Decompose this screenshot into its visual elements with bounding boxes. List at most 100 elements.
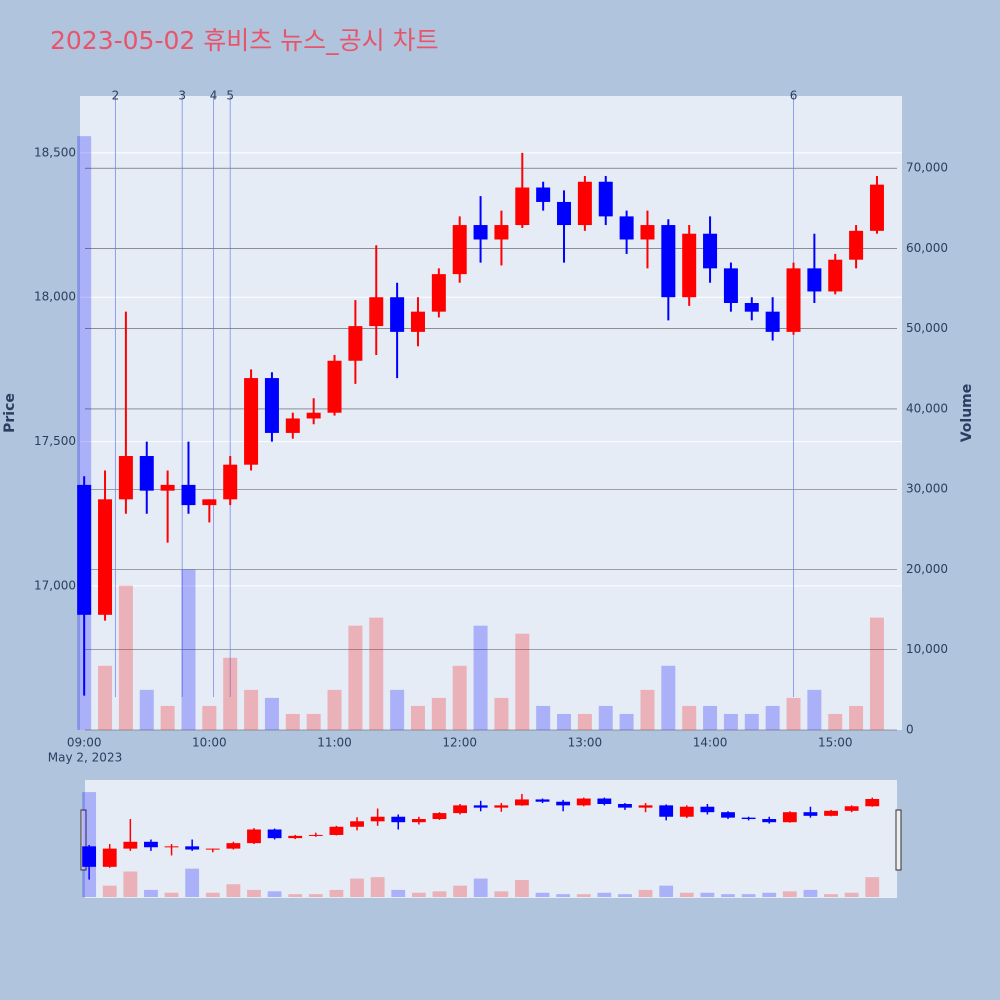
volume-bar [118, 585, 133, 730]
x-tick-label: 14:00 [693, 736, 728, 750]
range-handle[interactable] [80, 809, 87, 871]
slider-volume-bar [205, 892, 220, 897]
volume-bar [640, 689, 655, 730]
slider-volume-bar [164, 892, 179, 897]
x-tick-label: 13:00 [568, 736, 603, 750]
slider-candle-body [164, 846, 179, 848]
slider-candle-body [82, 846, 97, 867]
slider-candle-body [721, 812, 735, 818]
candle-body [181, 484, 196, 506]
slider-volume-bar [679, 892, 694, 897]
slider-candle-body [185, 846, 200, 850]
slider-volume-bar [659, 885, 674, 897]
y2-tick-label: 70,000 [906, 161, 948, 175]
candle-body [160, 484, 175, 491]
annotation-label: 6 [790, 89, 798, 103]
volume-bar [473, 625, 488, 730]
volume-bar [828, 713, 843, 730]
slider-candle-body [226, 843, 241, 849]
volume-bar [557, 713, 572, 730]
volume-bar [703, 705, 718, 730]
slider-volume-bar [618, 894, 632, 897]
candle-body [786, 268, 801, 332]
range-slider[interactable] [85, 780, 897, 898]
candle-body [828, 259, 843, 292]
y-tick-label: 18,500 [34, 145, 76, 159]
candle-body [327, 360, 342, 413]
slider-candle-body [597, 798, 612, 804]
candle-body [869, 184, 884, 231]
y2-tick-label: 10,000 [906, 642, 948, 656]
annotation-label: 5 [226, 89, 234, 103]
slider-volume-bar [803, 889, 818, 897]
slider-volume-bar [514, 879, 529, 897]
candle-body [431, 274, 446, 312]
volume-bar [390, 689, 405, 730]
x-date-label: May 2, 2023 [48, 751, 122, 765]
slider-volume-bar [597, 892, 612, 897]
candle-body [410, 311, 425, 332]
annotation-label: 3 [178, 89, 186, 103]
slider-volume-bar [411, 892, 426, 897]
slider-candle-body [762, 819, 777, 823]
volume-bar [849, 705, 864, 730]
slider-candle-body [350, 821, 364, 827]
volume-bar [181, 569, 196, 730]
chart-title: 2023-05-02 휴비츠 뉴스_공시 차트 [50, 26, 439, 55]
volume-bar [786, 697, 801, 730]
volume-bar [264, 697, 279, 730]
volume-bar [327, 689, 342, 730]
volume-bar [160, 705, 175, 730]
range-handle[interactable] [895, 809, 902, 871]
slider-volume-bar [762, 892, 777, 897]
slider-candle-body [782, 812, 797, 823]
candle-body [494, 225, 509, 240]
plot-area [80, 96, 902, 730]
volume-bar [494, 697, 509, 730]
slider-candle-body [659, 805, 674, 817]
candle-body [285, 418, 300, 433]
slider-candle-body [205, 848, 220, 850]
y2-tick-label: 30,000 [906, 482, 948, 496]
slider-candle-body [308, 834, 323, 836]
slider-candle-body [123, 841, 138, 849]
candle-body [139, 456, 154, 491]
slider-volume-bar [226, 884, 241, 897]
candle-body [348, 326, 363, 361]
slider-volume-bar [535, 892, 550, 897]
volume-bar [869, 617, 884, 730]
slider-volume-bar [638, 889, 653, 897]
slider-candle-body [741, 817, 756, 820]
slider-volume-bar [370, 877, 385, 897]
candle-body [223, 464, 238, 500]
slider-candle-body [453, 805, 468, 814]
slider-volume-bar [741, 894, 756, 897]
x-tick-label: 11:00 [317, 736, 352, 750]
candle-body [264, 378, 279, 433]
volume-bar [744, 713, 759, 730]
volume-bar [223, 657, 238, 730]
slider-volume-bar [267, 891, 282, 897]
slider-candle-body [391, 816, 406, 823]
slider-volume-bar [82, 792, 97, 897]
candle-body [703, 233, 718, 269]
slider-volume-bar [391, 889, 406, 897]
slider-candle-body [411, 819, 426, 823]
candle-body [723, 268, 738, 304]
candle-body [452, 225, 467, 275]
y-tick-label: 18,000 [34, 290, 76, 304]
x-tick-label: 15:00 [818, 736, 853, 750]
slider-volume-bar [556, 894, 571, 897]
candle-body [807, 268, 822, 292]
volume-bar [619, 713, 634, 730]
candle-body [98, 499, 113, 615]
slider-candle-body [267, 829, 282, 839]
y2-tick-label: 50,000 [906, 321, 948, 335]
slider-volume-bar [288, 894, 303, 897]
slider-candle-body [329, 826, 344, 835]
y-tick-label: 17,500 [34, 434, 76, 448]
annotation-label: 4 [210, 89, 218, 103]
candle-body [765, 311, 780, 332]
volume-bar [98, 665, 113, 730]
candle-body [744, 303, 759, 312]
